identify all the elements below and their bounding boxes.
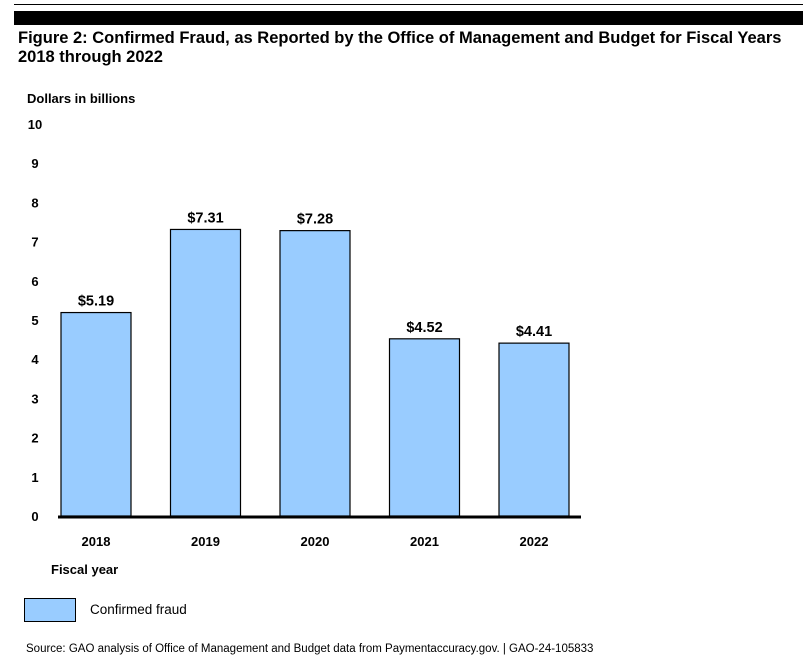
x-axis-title: Fiscal year	[51, 562, 118, 577]
x-tick-label: 2021	[410, 534, 439, 549]
bar	[279, 230, 351, 517]
data-label: $4.52	[406, 320, 442, 336]
y-tick-label: 8	[31, 195, 38, 210]
data-label: $7.28	[297, 212, 333, 228]
legend-label: Confirmed fraud	[90, 602, 187, 617]
y-tick-label: 10	[28, 117, 42, 132]
y-tick-label: 1	[31, 470, 38, 485]
data-label: $5.19	[78, 294, 114, 310]
x-tick-label: 2020	[301, 534, 330, 549]
x-tick-label: 2018	[82, 534, 111, 549]
y-tick-label: 9	[31, 156, 38, 171]
y-tick-label: 3	[31, 391, 38, 406]
figure-title: Figure 2: Confirmed Fraud, as Reported b…	[18, 29, 782, 66]
bar	[388, 338, 461, 517]
bar-chart: 0 1 2 3 4 5 6 7 8 9 10 $5.19 2018 $7.31 2019 $7.28 2020 $…	[28, 117, 581, 577]
y-tick-label: 6	[31, 274, 38, 289]
bar	[498, 342, 570, 517]
x-tick-label: 2019	[191, 534, 220, 549]
data-label: $4.41	[516, 324, 552, 340]
y-tick-label: 7	[31, 235, 38, 250]
x-tick-label: 2022	[520, 534, 549, 549]
source-note: Source: GAO analysis of Office of Manage…	[26, 643, 594, 655]
y-tick-label: 2	[31, 431, 38, 446]
y-tick-label: 4	[31, 352, 39, 367]
bar	[169, 228, 242, 517]
y-tick-label: 5	[31, 313, 38, 328]
legend-swatch	[24, 598, 76, 622]
bar	[60, 311, 132, 517]
y-axis-label: Dollars in billions	[27, 91, 136, 106]
data-label: $7.31	[187, 210, 223, 226]
top-rule	[14, 4, 803, 5]
y-tick-label: 0	[31, 509, 38, 524]
header-bar	[14, 11, 803, 25]
